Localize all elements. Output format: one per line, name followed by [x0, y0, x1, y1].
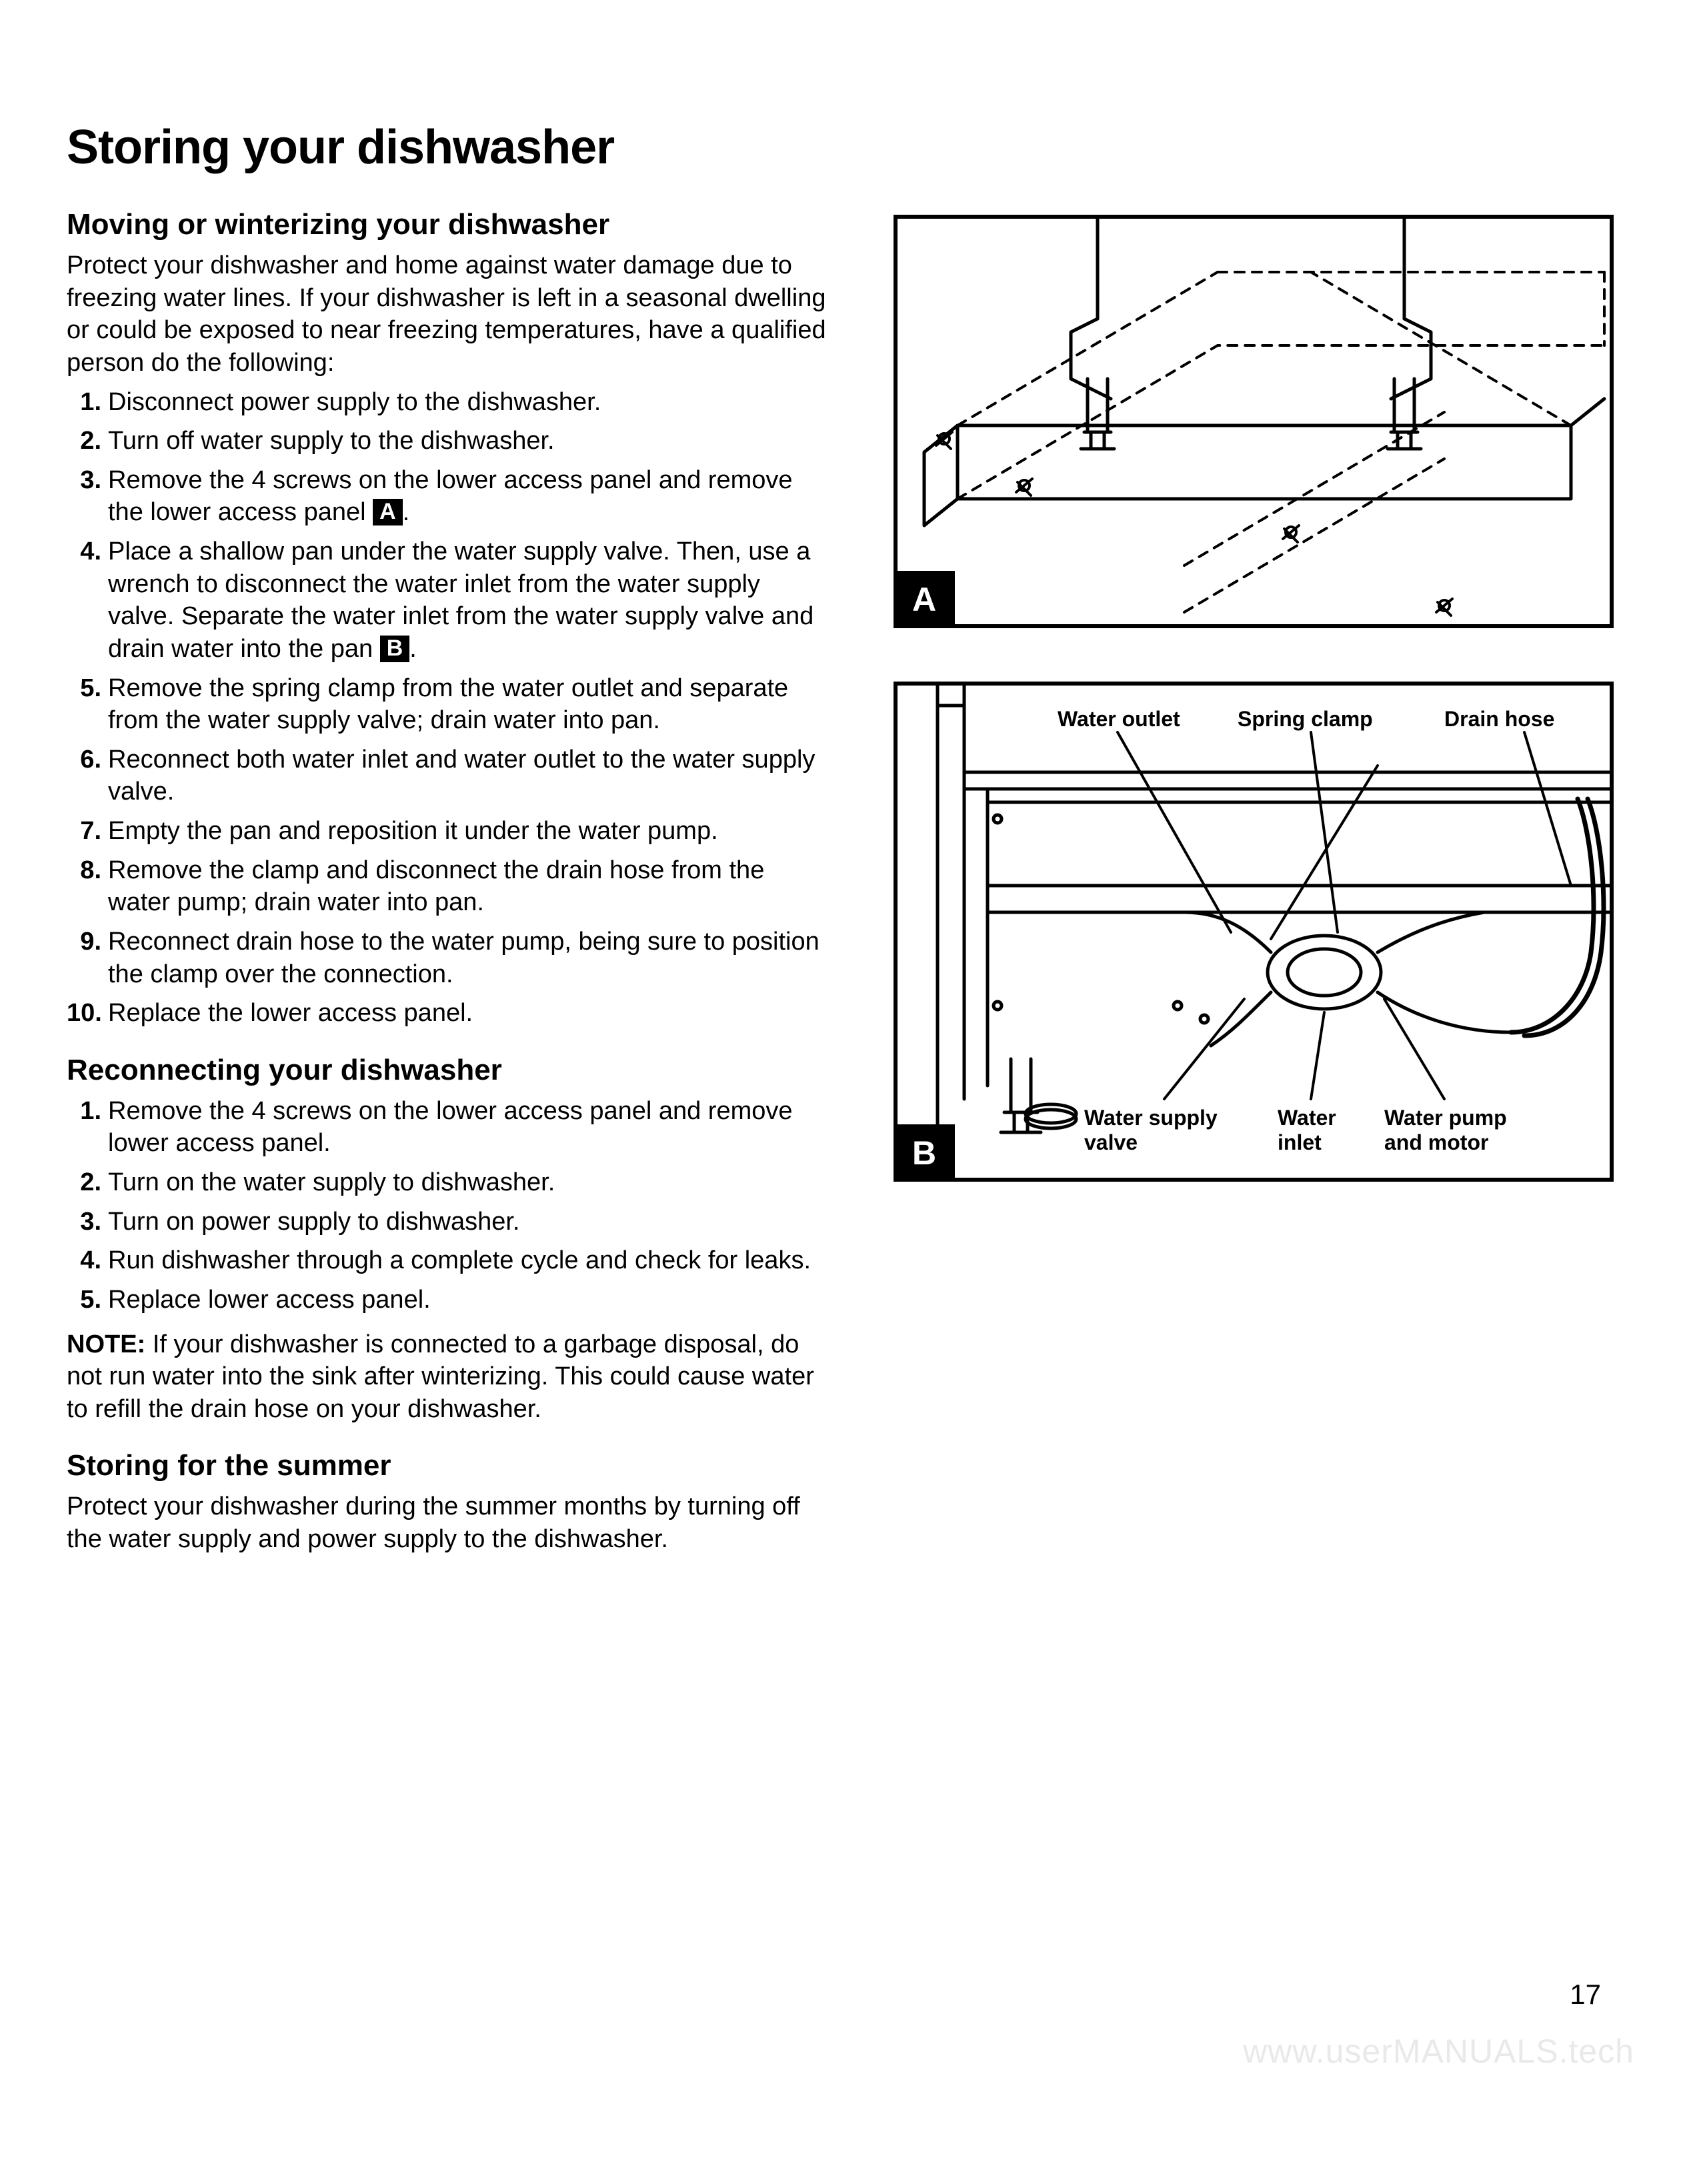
- label-line: inlet: [1278, 1130, 1322, 1154]
- left-column: Moving or winterizing your dishwasher Pr…: [67, 208, 827, 1562]
- page-title: Storing your dishwasher: [67, 120, 1621, 175]
- list-item: Turn on power supply to dishwasher.: [108, 1206, 827, 1238]
- label-water-supply-valve: Water supply valve: [1084, 1106, 1218, 1155]
- content-row: Moving or winterizing your dishwasher Pr…: [67, 208, 1621, 1562]
- note-label: NOTE:: [67, 1330, 153, 1358]
- list-item: Turn on the water supply to dishwasher.: [108, 1166, 827, 1199]
- label-water-outlet: Water outlet: [1058, 707, 1180, 732]
- section3-heading: Storing for the summer: [67, 1449, 827, 1482]
- list-item: Remove the 4 screws on the lower access …: [108, 1095, 827, 1160]
- label-line: and motor: [1384, 1130, 1488, 1154]
- figure-b-diagram: [898, 686, 1610, 1178]
- list-item: Remove the clamp and disconnect the drai…: [108, 854, 827, 919]
- label-water-inlet: Water inlet: [1278, 1106, 1336, 1155]
- figure-a-badge: A: [894, 571, 955, 628]
- figure-b: Water outlet Spring clamp Drain hose Wat…: [894, 682, 1614, 1182]
- step-text: Place a shallow pan under the water supp…: [108, 537, 813, 663]
- section1-steps: Disconnect power supply to the dishwashe…: [67, 386, 827, 1030]
- label-line: Water pump: [1384, 1106, 1507, 1130]
- list-item: Replace lower access panel.: [108, 1284, 827, 1316]
- watermark: www.userMANUALS.tech: [1243, 2032, 1634, 2071]
- section2-steps: Remove the 4 screws on the lower access …: [67, 1095, 827, 1316]
- page-number: 17: [1570, 1979, 1601, 2011]
- label-line: Water: [1278, 1106, 1336, 1130]
- step-text: Remove the 4 screws on the lower access …: [108, 466, 793, 527]
- label-water-pump-motor: Water pump and motor: [1384, 1106, 1507, 1155]
- label-drain-hose: Drain hose: [1444, 707, 1554, 732]
- section3-body: Protect your dishwasher during the summe…: [67, 1490, 827, 1555]
- list-item: Disconnect power supply to the dishwashe…: [108, 386, 827, 419]
- label-spring-clamp: Spring clamp: [1238, 707, 1373, 732]
- section1-heading: Moving or winterizing your dishwasher: [67, 208, 827, 241]
- list-item: Replace the lower access panel.: [108, 997, 827, 1030]
- list-item: Remove the spring clamp from the water o…: [108, 672, 827, 737]
- list-item: Reconnect drain hose to the water pump, …: [108, 926, 827, 990]
- list-item: Place a shallow pan under the water supp…: [108, 535, 827, 666]
- list-item: Turn off water supply to the dishwasher.: [108, 425, 827, 457]
- section1-intro: Protect your dishwasher and home against…: [67, 249, 827, 379]
- list-item: Reconnect both water inlet and water out…: [108, 744, 827, 808]
- badge-a-inline: A: [373, 499, 403, 525]
- section2-note: NOTE: If your dishwasher is connected to…: [67, 1328, 827, 1426]
- figure-b-badge: B: [894, 1124, 955, 1182]
- list-item: Empty the pan and reposition it under th…: [108, 815, 827, 848]
- label-line: valve: [1084, 1130, 1138, 1154]
- figure-a: A: [894, 215, 1614, 628]
- note-text: If your dishwasher is connected to a gar…: [67, 1330, 814, 1423]
- list-item: Remove the 4 screws on the lower access …: [108, 464, 827, 529]
- right-column: A: [894, 208, 1614, 1562]
- section2-heading: Reconnecting your dishwasher: [67, 1054, 827, 1087]
- list-item: Run dishwasher through a complete cycle …: [108, 1244, 827, 1277]
- badge-b-inline: B: [380, 636, 410, 662]
- figure-a-diagram: [898, 219, 1610, 624]
- label-line: Water supply: [1084, 1106, 1218, 1130]
